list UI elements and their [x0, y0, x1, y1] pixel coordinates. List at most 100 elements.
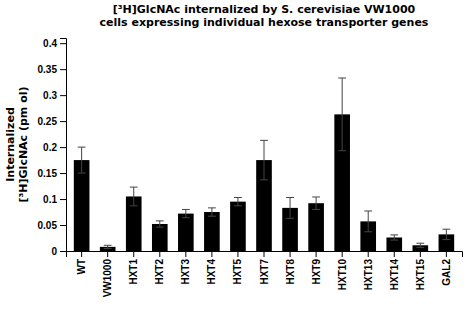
x-tick-mark — [420, 251, 421, 257]
y-tick: 0.05 — [38, 220, 66, 231]
y-tick-mark — [60, 147, 66, 148]
error-bar — [416, 243, 424, 247]
error-bar — [260, 140, 268, 179]
x-tick: HXT5 — [232, 251, 243, 285]
error-bar — [390, 235, 398, 240]
error-bar — [234, 197, 242, 205]
y-tick: 0.2 — [43, 142, 66, 153]
bar — [308, 203, 324, 251]
error-bar — [130, 187, 138, 206]
error-bar — [156, 221, 164, 227]
x-tick-label: HXT2 — [154, 259, 165, 285]
x-tick-mark — [133, 251, 134, 257]
error-bar — [78, 147, 86, 173]
x-tick-mark — [368, 251, 369, 257]
title-line: [³H]GlcNAc internalized by S. cerevisiae… — [113, 3, 416, 16]
bar — [74, 160, 90, 251]
x-tick-label: HXT4 — [206, 259, 217, 285]
y-tick-mark — [60, 69, 66, 70]
x-tick: HXT4 — [206, 251, 217, 285]
x-tick: HXT8 — [285, 251, 296, 285]
x-tick: HXT10 — [337, 251, 348, 290]
y-tick-mark — [60, 225, 66, 226]
x-axis-line — [67, 252, 463, 258]
x-tick-mark — [264, 251, 265, 257]
x-tick-label: HXT7 — [259, 259, 270, 285]
x-tick-mark — [81, 251, 82, 257]
y-tick-mark — [60, 199, 66, 200]
bar — [178, 214, 194, 251]
y-tick: 0.35 — [38, 64, 66, 75]
x-tick-mark — [107, 251, 108, 257]
y-tick: 0.25 — [38, 116, 66, 127]
y-tick-label: 0.4 — [43, 38, 57, 49]
x-tick-mark — [290, 251, 291, 257]
x-tick-mark — [446, 251, 447, 257]
y-tick-label: 0.05 — [38, 220, 58, 231]
x-tick-label: WT — [76, 259, 87, 275]
x-tick-label: HXT1 — [128, 259, 139, 285]
x-tick-mark — [211, 251, 212, 257]
y-tick-mark — [60, 95, 66, 96]
x-tick: GAL2 — [441, 251, 452, 286]
x-tick-mark — [185, 251, 186, 257]
x-tick-mark — [316, 251, 317, 257]
x-tick: HXT2 — [154, 251, 165, 285]
y-tick-mark — [60, 173, 66, 174]
y-axis-line — [60, 39, 67, 252]
x-tick-label: VW1000 — [102, 259, 113, 298]
x-tick: WT — [76, 251, 87, 275]
title-line: cells expressing individual hexose trans… — [100, 16, 429, 29]
x-tick-label: HXT8 — [285, 259, 296, 285]
x-tick: HXT14 — [389, 251, 400, 290]
bar — [204, 212, 220, 251]
y-axis-title-line: Internalized — [4, 107, 17, 182]
y-tick-label: 0.25 — [38, 116, 58, 127]
x-tick-label: HXT13 — [363, 259, 374, 291]
x-tick-mark — [342, 251, 343, 257]
x-tick-label: HXT5 — [232, 259, 243, 285]
y-tick-mark — [60, 121, 66, 122]
x-tick-label: GAL2 — [441, 259, 452, 286]
title: [³H]GlcNAc internalized by S. cerevisiae… — [100, 3, 429, 29]
y-tick-mark — [60, 43, 66, 44]
x-tick-mark — [394, 251, 395, 257]
y-tick-label: 0.35 — [38, 64, 58, 75]
error-bar — [364, 211, 372, 232]
error-bar — [338, 78, 346, 151]
marks — [74, 78, 454, 251]
x-tick: VW1000 — [102, 251, 113, 297]
y-tick: 0.15 — [38, 168, 66, 179]
error-bar — [286, 197, 294, 218]
x-tick-label: HXT15 — [415, 259, 426, 291]
x-tick-mark — [159, 251, 160, 257]
x-tick-label: HXT10 — [337, 259, 348, 291]
plot-area: 0 0.05 0.1 0.15 0.2 0.25 0.3 0.35 0.4 WT VW1000 HXT… — [38, 38, 463, 297]
y-axis-title-line: [³H]GlcNAc (pm ol) — [17, 86, 30, 202]
x-tick: HXT15 — [415, 251, 426, 290]
error-bar — [208, 208, 216, 216]
bar — [152, 224, 168, 251]
x-tick-label: HXT3 — [180, 259, 191, 285]
y-axis-title: Internalized[³H]GlcNAc (pm ol) — [4, 86, 30, 202]
chart: 0 0.05 0.1 0.15 0.2 0.25 0.3 0.35 0.4 WT VW1000 HXT… — [0, 0, 474, 309]
y-tick-label: 0.2 — [43, 142, 57, 153]
y-tick: 0 — [51, 246, 66, 257]
error-bar — [104, 245, 112, 248]
y-axis: 0 0.05 0.1 0.15 0.2 0.25 0.3 0.35 0.4 — [38, 38, 67, 257]
y-tick-mark — [60, 251, 66, 252]
x-tick: HXT9 — [311, 251, 322, 285]
error-bar — [182, 209, 190, 217]
y-tick-label: 0 — [51, 246, 57, 257]
bar — [230, 202, 246, 251]
y-tick-label: 0.3 — [43, 90, 57, 101]
x-tick-label: HXT9 — [311, 259, 322, 285]
x-tick: HXT3 — [180, 251, 191, 285]
x-tick: HXT13 — [363, 251, 374, 290]
y-tick: 0.4 — [43, 38, 66, 49]
x-tick-label: HXT14 — [389, 259, 400, 291]
y-tick: 0.1 — [43, 194, 66, 205]
y-tick: 0.3 — [43, 90, 66, 101]
error-bar — [442, 229, 450, 239]
x-tick: HXT7 — [259, 251, 270, 285]
